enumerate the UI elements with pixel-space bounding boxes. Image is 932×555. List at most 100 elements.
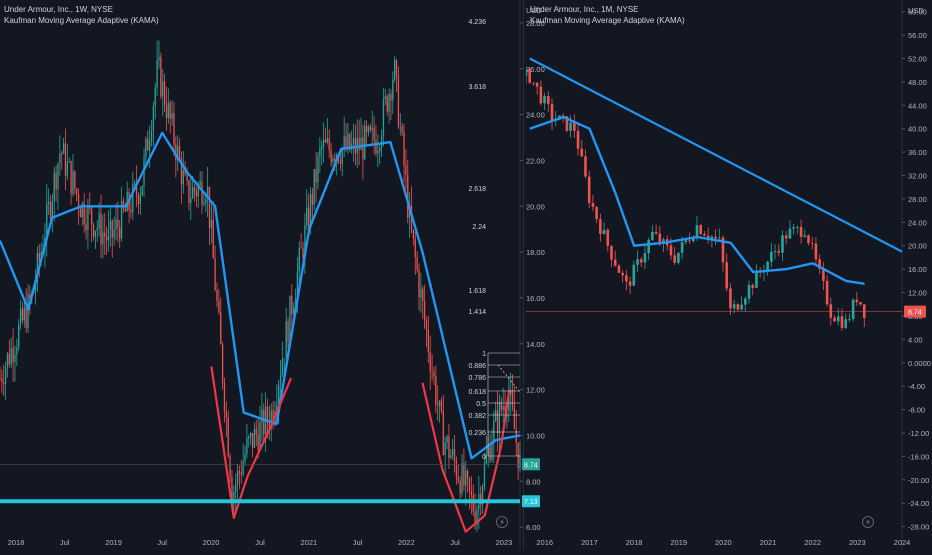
candle-body: [321, 146, 323, 149]
candle-body: [369, 126, 372, 130]
candle-body: [360, 137, 362, 151]
candle-body: [390, 93, 392, 101]
candle-body: [291, 295, 293, 314]
candle-body: [62, 143, 65, 154]
candle-body: [595, 206, 598, 220]
candle-body: [740, 304, 743, 310]
candle-body: [502, 405, 504, 410]
weekly-lightning-icon[interactable]: ⚡: [496, 516, 508, 528]
candle-body: [528, 69, 532, 83]
candle-body: [309, 194, 312, 227]
candle-body: [283, 358, 285, 360]
candle-body: [438, 400, 441, 406]
candle-body: [358, 137, 360, 151]
candle-body: [504, 405, 506, 412]
candle-body: [100, 213, 102, 245]
y-tick-label: 52.00: [908, 55, 927, 64]
candle-body: [736, 304, 740, 310]
y-tick-label: 16.00: [526, 294, 545, 303]
candle-body: [279, 375, 282, 386]
candle-body: [47, 201, 50, 204]
candle-body: [777, 251, 781, 253]
candle-body: [119, 227, 121, 239]
x-tick-label: 2022: [398, 538, 415, 547]
candle-body: [814, 243, 818, 260]
candle-body: [347, 133, 349, 149]
candle-body: [160, 56, 162, 97]
candle-body: [64, 143, 67, 176]
candle-body: [83, 203, 85, 225]
candle-body: [98, 213, 100, 229]
candle-body: [591, 203, 595, 207]
fib-extension-label: 1.414: [468, 309, 486, 316]
candle-body: [156, 60, 158, 88]
candle-body: [364, 125, 366, 160]
monthly-chart-pane[interactable]: 60.00 56.00 52.00 48.00 44.00 40.00 36.00 32.00…: [524, 0, 932, 550]
fib-retracement-label: 0: [482, 454, 486, 461]
candle-body: [851, 299, 855, 320]
candle-body: [576, 130, 580, 149]
candle-body: [414, 238, 416, 258]
candle-body: [519, 454, 521, 469]
candle-body: [550, 103, 554, 121]
candle-body: [617, 265, 621, 273]
candle-body: [124, 209, 126, 212]
candle-body: [289, 295, 291, 343]
candle-body: [235, 484, 237, 492]
candle-body: [463, 463, 465, 486]
y-tick-label: 28.00: [908, 195, 927, 204]
candle-body: [36, 253, 39, 283]
candle-body: [751, 285, 755, 288]
candle-body: [158, 56, 160, 61]
candle-body: [147, 138, 149, 151]
candle-body: [85, 224, 87, 231]
candle-body: [339, 160, 342, 164]
last-price-label: 8.74: [908, 310, 922, 317]
candle-body: [401, 126, 403, 133]
y-tick-label: 4.00: [908, 335, 923, 344]
candle-body: [107, 229, 110, 241]
candle-body: [643, 253, 647, 263]
candle-body: [481, 486, 484, 505]
x-tick-label: 2018: [626, 538, 643, 547]
y-tick-label: 0.0000: [908, 359, 931, 368]
candle-body: [485, 454, 487, 464]
y-tick-label: 18.00: [526, 248, 545, 257]
y-tick-label: 10.00: [526, 431, 545, 440]
candle-body: [334, 158, 336, 162]
weekly-chart-pane[interactable]: 28.00 26.00 24.00 22.00 20.00 18.00 16.00 14.00…: [0, 0, 545, 550]
monthly-chart-canvas[interactable]: 60.00 56.00 52.00 48.00 44.00 40.00 36.00 32.00…: [524, 0, 932, 550]
candle-body: [833, 317, 836, 322]
candle-body: [489, 446, 491, 461]
y-tick-label: 44.00: [908, 101, 927, 110]
y-tick-label: 12.00: [908, 289, 927, 298]
candle-body: [446, 436, 448, 443]
candle-body: [407, 174, 409, 218]
candle-body: [796, 226, 799, 228]
candle-body: [173, 113, 175, 145]
candle-body: [263, 409, 265, 435]
candle-body: [270, 410, 272, 429]
support-price-label: 7.13: [524, 499, 538, 506]
candle-body: [296, 271, 299, 299]
candle-body: [268, 421, 271, 429]
weekly-chart-canvas[interactable]: 28.0026.0024.0022.0020.0018.0016.0014.00…: [0, 0, 545, 550]
candle-body: [302, 248, 304, 259]
candle-body: [214, 258, 216, 291]
x-tick-label: Jul: [450, 538, 460, 547]
candle-body: [433, 371, 435, 376]
candle-body: [135, 183, 138, 196]
y-tick-label: 60.00: [908, 8, 927, 17]
candle-body: [253, 428, 256, 448]
candle-body: [495, 410, 497, 421]
candle-body: [379, 147, 381, 151]
candle-body: [298, 247, 300, 272]
candle-body: [188, 180, 190, 203]
candle-body: [104, 232, 106, 237]
candle-body: [132, 184, 134, 213]
y-tick-label: 14.00: [526, 340, 545, 349]
candle-body: [450, 454, 452, 458]
candle-body: [300, 247, 302, 249]
monthly-lightning-icon[interactable]: ⚡: [862, 516, 874, 528]
candle-body: [717, 237, 721, 239]
